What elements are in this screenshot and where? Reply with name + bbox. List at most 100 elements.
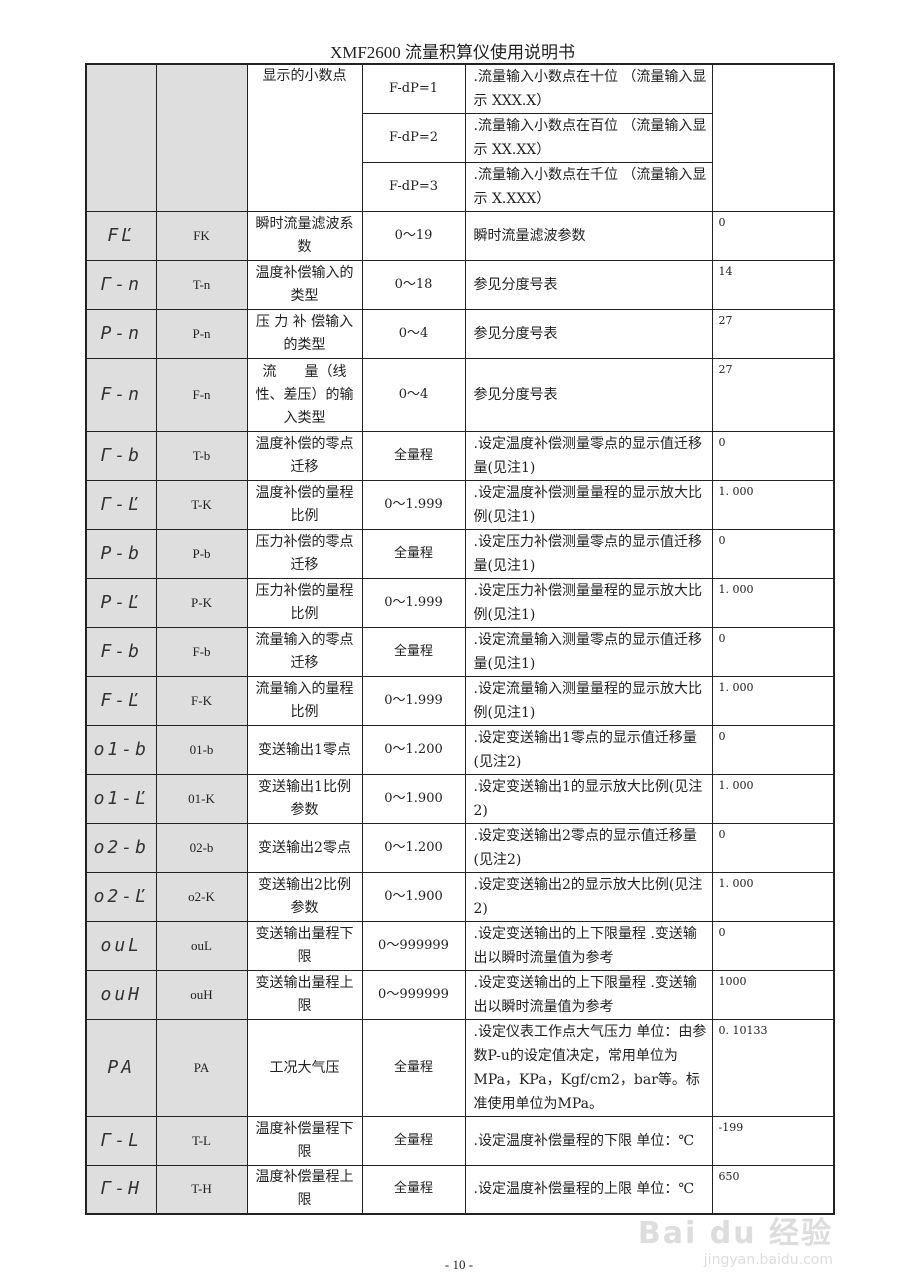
param-symbol: ouH — [155, 970, 248, 1020]
param-symbol: P-K — [155, 578, 248, 628]
display-code: PA — [85, 1019, 157, 1117]
display-code: FĽ — [85, 211, 157, 261]
param-range: 0～4 — [361, 309, 466, 359]
watermark-url: jingyan.baidu.com — [703, 1251, 833, 1268]
param-default: 0 — [711, 211, 835, 261]
display-code: ouL — [85, 921, 157, 971]
param-range: 0～999999 — [361, 921, 466, 971]
param-name: 变送输出2比例参数 — [246, 872, 363, 922]
param-range: 0～18 — [361, 260, 466, 310]
table-row: F-Ľ F-K 流量输入的量程比例 0～1.999 .设定流量输入测量量程的显示放大比例… — [85, 676, 835, 726]
display-code: o1-Ľ — [85, 774, 157, 824]
param-default: 0 — [711, 823, 835, 873]
display-code: o2-Ľ — [85, 872, 157, 922]
param-name: 流量输入的量程比例 — [246, 676, 363, 726]
param-range: 全量程 — [361, 431, 466, 481]
table-row: Γ-b T-b 温度补偿的零点迁移 全量程 .设定温度补偿测量零点的显示值迁移量(见注1… — [85, 431, 835, 481]
param-desc: .设定变送输出2零点的显示值迁移量(见注2) — [464, 823, 713, 873]
param-desc: .设定压力补偿测量量程的显示放大比例(见注1) — [464, 578, 713, 628]
table-row: P-n P-n 压 力 补 偿输入的类型 0～4 参见分度号表 27 — [85, 309, 835, 359]
param-default: 0 — [711, 431, 835, 481]
param-symbol: T-H — [155, 1165, 248, 1214]
param-default — [711, 63, 835, 212]
param-symbol: T-n — [155, 260, 248, 310]
param-name: 变送输出量程上限 — [246, 970, 363, 1020]
param-desc: .设定变送输出1零点的显示值迁移量(见注2) — [464, 725, 713, 775]
page-footer: Bai du 经验 jingyan.baidu.com - 10 - — [85, 1215, 833, 1281]
param-symbol: T-K — [155, 480, 248, 530]
param-name: 流 量（线性、差压）的输入类型 — [246, 358, 363, 432]
param-symbol: o2-K — [155, 872, 248, 922]
param-name: 变送输出量程下限 — [246, 921, 363, 971]
param-desc: .设定温度补偿量程的下限 单位：℃ — [464, 1116, 713, 1166]
param-range: 0～4 — [361, 358, 466, 432]
table-row: Γ-H T-H 温度补偿量程上限 全量程 .设定温度补偿量程的上限 单位：℃ 650 — [85, 1165, 835, 1214]
param-default: 27 — [711, 358, 835, 432]
param-name: 变送输出1零点 — [246, 725, 363, 775]
param-desc: .流量输入小数点在千位 （流量输入显示 X.XXX） — [464, 162, 713, 212]
param-name: 压力补偿的零点迁移 — [246, 529, 363, 579]
table-row: o1-Ľ 01-K 变送输出1比例参数 0～1.900 .设定变送输出1的显示放大比例(… — [85, 774, 835, 824]
param-range: 0～1.900 — [361, 872, 466, 922]
param-name: 温度补偿的量程比例 — [246, 480, 363, 530]
param-symbol: T-b — [155, 431, 248, 481]
param-desc: .流量输入小数点在十位 （流量输入显示 XXX.X） — [464, 63, 713, 114]
table-row: Γ-L T-L 温度补偿量程下限 全量程 .设定温度补偿量程的下限 单位：℃ -199 — [85, 1116, 835, 1166]
param-default: 1. 000 — [711, 774, 835, 824]
param-name: 温度补偿输入的类型 — [246, 260, 363, 310]
watermark-logo: Bai du 经验 — [637, 1215, 833, 1251]
param-default: 0 — [711, 529, 835, 579]
param-range: 全量程 — [361, 529, 466, 579]
param-symbol: 01-K — [155, 774, 248, 824]
param-desc: .设定温度补偿测量零点的显示值迁移量(见注1) — [464, 431, 713, 481]
table-row: F-dP=2 .流量输入小数点在百位 （流量输入显示 XX.XX） — [86, 113, 834, 163]
param-symbol: PA — [155, 1019, 248, 1117]
param-range: 全量程 — [361, 1019, 466, 1117]
display-code: o2-b — [85, 823, 157, 873]
display-code: P-n — [85, 309, 157, 359]
param-range: 0～1.999 — [361, 578, 466, 628]
param-default: 1. 000 — [711, 676, 835, 726]
param-symbol: F-b — [155, 627, 248, 677]
table-row: 显示的小数点 F-dP=1 .流量输入小数点在十位 （流量输入显示 XXX.X） — [85, 63, 835, 212]
param-symbol: P-n — [155, 309, 248, 359]
table-row: PA PA 工况大气压 全量程 .设定仪表工作点大气压力 单位：由参数P-u的设定值决定… — [85, 1019, 835, 1117]
display-code: P-Ľ — [85, 578, 157, 628]
display-code: Γ-n — [85, 260, 157, 310]
display-code: o1-b — [85, 725, 157, 775]
param-default: 1. 000 — [711, 872, 835, 922]
param-symbol: F-K — [155, 676, 248, 726]
param-range: 全量程 — [361, 1116, 466, 1166]
param-range: F-dP=2 — [361, 113, 466, 163]
param-range: 0～1.900 — [361, 774, 466, 824]
page-body: 显示的小数点 F-dP=1 .流量输入小数点在十位 （流量输入显示 XXX.X）… — [85, 63, 835, 1281]
param-name: 压 力 补 偿输入的类型 — [246, 309, 363, 359]
param-name: 温度补偿量程下限 — [246, 1116, 363, 1166]
table-row: Γ-n T-n 温度补偿输入的类型 0～18 参见分度号表 14 — [85, 260, 835, 310]
table-row: P-Ľ P-K 压力补偿的量程比例 0～1.999 .设定压力补偿测量量程的显示放大比例… — [85, 578, 835, 628]
table-row: o2-Ľ o2-K 变送输出2比例参数 0～1.900 .设定变送输出2的显示放大比例(… — [85, 872, 835, 922]
table-row: o1-b 01-b 变送输出1零点 0～1.200 .设定变送输出1零点的显示值迁移量(… — [85, 725, 835, 775]
param-symbol: 02-b — [155, 823, 248, 873]
param-range: 全量程 — [361, 627, 466, 677]
display-code-cell — [85, 63, 157, 212]
param-default: 1. 000 — [711, 480, 835, 530]
param-default: 0 — [711, 725, 835, 775]
display-code: F-Ľ — [85, 676, 157, 726]
param-desc: .设定压力补偿测量零点的显示值迁移量(见注1) — [464, 529, 713, 579]
table-row: F-dP=3 .流量输入小数点在千位 （流量输入显示 X.XXX） — [86, 162, 834, 212]
param-desc: 参见分度号表 — [464, 260, 713, 310]
display-code: ouH — [85, 970, 157, 1020]
param-desc: 参见分度号表 — [464, 309, 713, 359]
display-code: F-b — [85, 627, 157, 677]
param-desc: .流量输入小数点在百位 （流量输入显示 XX.XX） — [464, 113, 713, 163]
table-row: o2-b 02-b 变送输出2零点 0～1.200 .设定变送输出2零点的显示值迁移量(… — [85, 823, 835, 873]
table-row: ouL ouL 变送输出量程下限 0～999999 .设定变送输出的上下限量程 .变送输… — [85, 921, 835, 971]
param-range: F-dP=1 — [361, 63, 466, 114]
param-symbol: T-L — [155, 1116, 248, 1166]
table-row: Γ-Ľ T-K 温度补偿的量程比例 0～1.999 .设定温度补偿测量量程的显示放大比例… — [85, 480, 835, 530]
param-desc: .设定温度补偿测量量程的显示放大比例(见注1) — [464, 480, 713, 530]
param-name: 瞬时流量滤波系数 — [246, 211, 363, 261]
param-default: 650 — [711, 1165, 835, 1214]
table-row: F-n F-n 流 量（线性、差压）的输入类型 0～4 参见分度号表 27 — [85, 358, 835, 432]
